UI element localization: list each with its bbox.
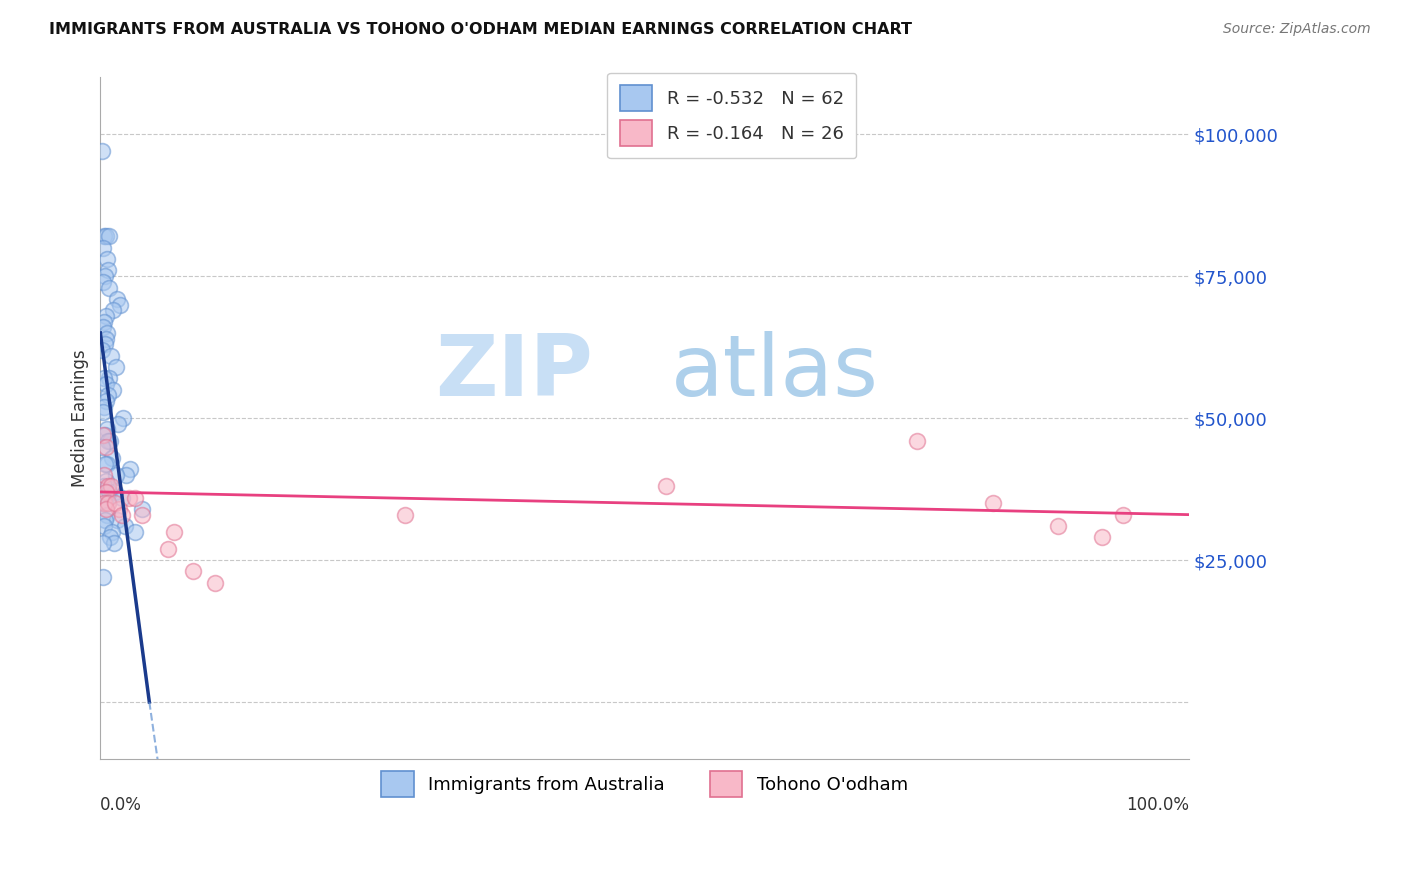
Point [93, 496, 115, 510]
Point [103, 303, 125, 318]
Legend: Immigrants from Australia, Tohono O'odham: Immigrants from Australia, Tohono O'odha… [374, 764, 915, 805]
Point [97, 263, 120, 277]
Point [101, 524, 124, 539]
Point [94, 332, 117, 346]
Point [91, 428, 114, 442]
Point [124, 491, 146, 505]
Point [94, 428, 117, 442]
Point [93, 315, 115, 329]
Point [98, 484, 121, 499]
Point [96, 229, 118, 244]
Point [90, 145, 112, 159]
Point [93, 400, 115, 414]
Point [94, 309, 117, 323]
Point [93, 371, 115, 385]
Text: atlas: atlas [671, 331, 879, 414]
Point [98, 434, 121, 448]
Point [97, 388, 120, 402]
Point [1112, 508, 1135, 522]
Point [96, 508, 118, 522]
Point [94, 457, 117, 471]
Point [108, 297, 131, 311]
Y-axis label: Median Earnings: Median Earnings [72, 350, 89, 487]
Point [103, 496, 125, 510]
Point [97, 479, 120, 493]
Point [118, 462, 141, 476]
Point [131, 508, 153, 522]
Point [118, 491, 141, 505]
Point [94, 502, 117, 516]
Point [181, 565, 204, 579]
Point [101, 450, 124, 465]
Point [108, 502, 131, 516]
Point [104, 359, 127, 374]
Point [97, 496, 120, 510]
Point [655, 479, 678, 493]
Text: 0.0%: 0.0% [100, 797, 142, 814]
Point [101, 383, 124, 397]
Point [93, 536, 115, 550]
Point [93, 519, 115, 533]
Text: 100.0%: 100.0% [1126, 797, 1189, 814]
Point [105, 513, 128, 527]
Point [93, 241, 115, 255]
Point [91, 570, 114, 584]
Point [103, 484, 125, 499]
Point [94, 377, 117, 392]
Point [96, 252, 118, 267]
Point [115, 467, 138, 482]
Point [111, 508, 134, 522]
Point [156, 541, 179, 556]
Point [94, 269, 117, 284]
Point [93, 337, 115, 351]
Point [93, 229, 115, 244]
Point [103, 536, 125, 550]
Point [394, 508, 416, 522]
Point [163, 524, 186, 539]
Point [91, 320, 114, 334]
Text: ZIP: ZIP [434, 331, 593, 414]
Point [91, 343, 114, 357]
Point [96, 457, 118, 471]
Point [105, 467, 128, 482]
Point [94, 496, 117, 510]
Point [93, 467, 115, 482]
Text: IMMIGRANTS FROM AUSTRALIA VS TOHONO O'ODHAM MEDIAN EARNINGS CORRELATION CHART: IMMIGRANTS FROM AUSTRALIA VS TOHONO O'OD… [49, 22, 912, 37]
Point [1091, 530, 1114, 544]
Point [93, 479, 115, 493]
Point [98, 280, 121, 294]
Point [105, 292, 128, 306]
Point [91, 275, 114, 289]
Point [110, 491, 132, 505]
Point [204, 575, 226, 590]
Point [97, 434, 120, 448]
Point [91, 440, 114, 454]
Point [981, 496, 1004, 510]
Point [905, 434, 928, 448]
Point [100, 349, 122, 363]
Point [96, 326, 118, 340]
Point [97, 371, 120, 385]
Point [98, 530, 121, 544]
Point [96, 474, 118, 488]
Point [96, 394, 118, 409]
Point [112, 411, 135, 425]
Point [94, 484, 117, 499]
Point [114, 519, 136, 533]
Point [91, 405, 114, 419]
Point [100, 479, 122, 493]
Point [96, 422, 118, 436]
Point [94, 513, 117, 527]
Point [97, 229, 120, 244]
Point [97, 496, 120, 510]
Text: Source: ZipAtlas.com: Source: ZipAtlas.com [1223, 22, 1371, 37]
Point [124, 524, 146, 539]
Point [131, 502, 153, 516]
Point [1047, 519, 1070, 533]
Point [96, 440, 118, 454]
Point [107, 417, 129, 431]
